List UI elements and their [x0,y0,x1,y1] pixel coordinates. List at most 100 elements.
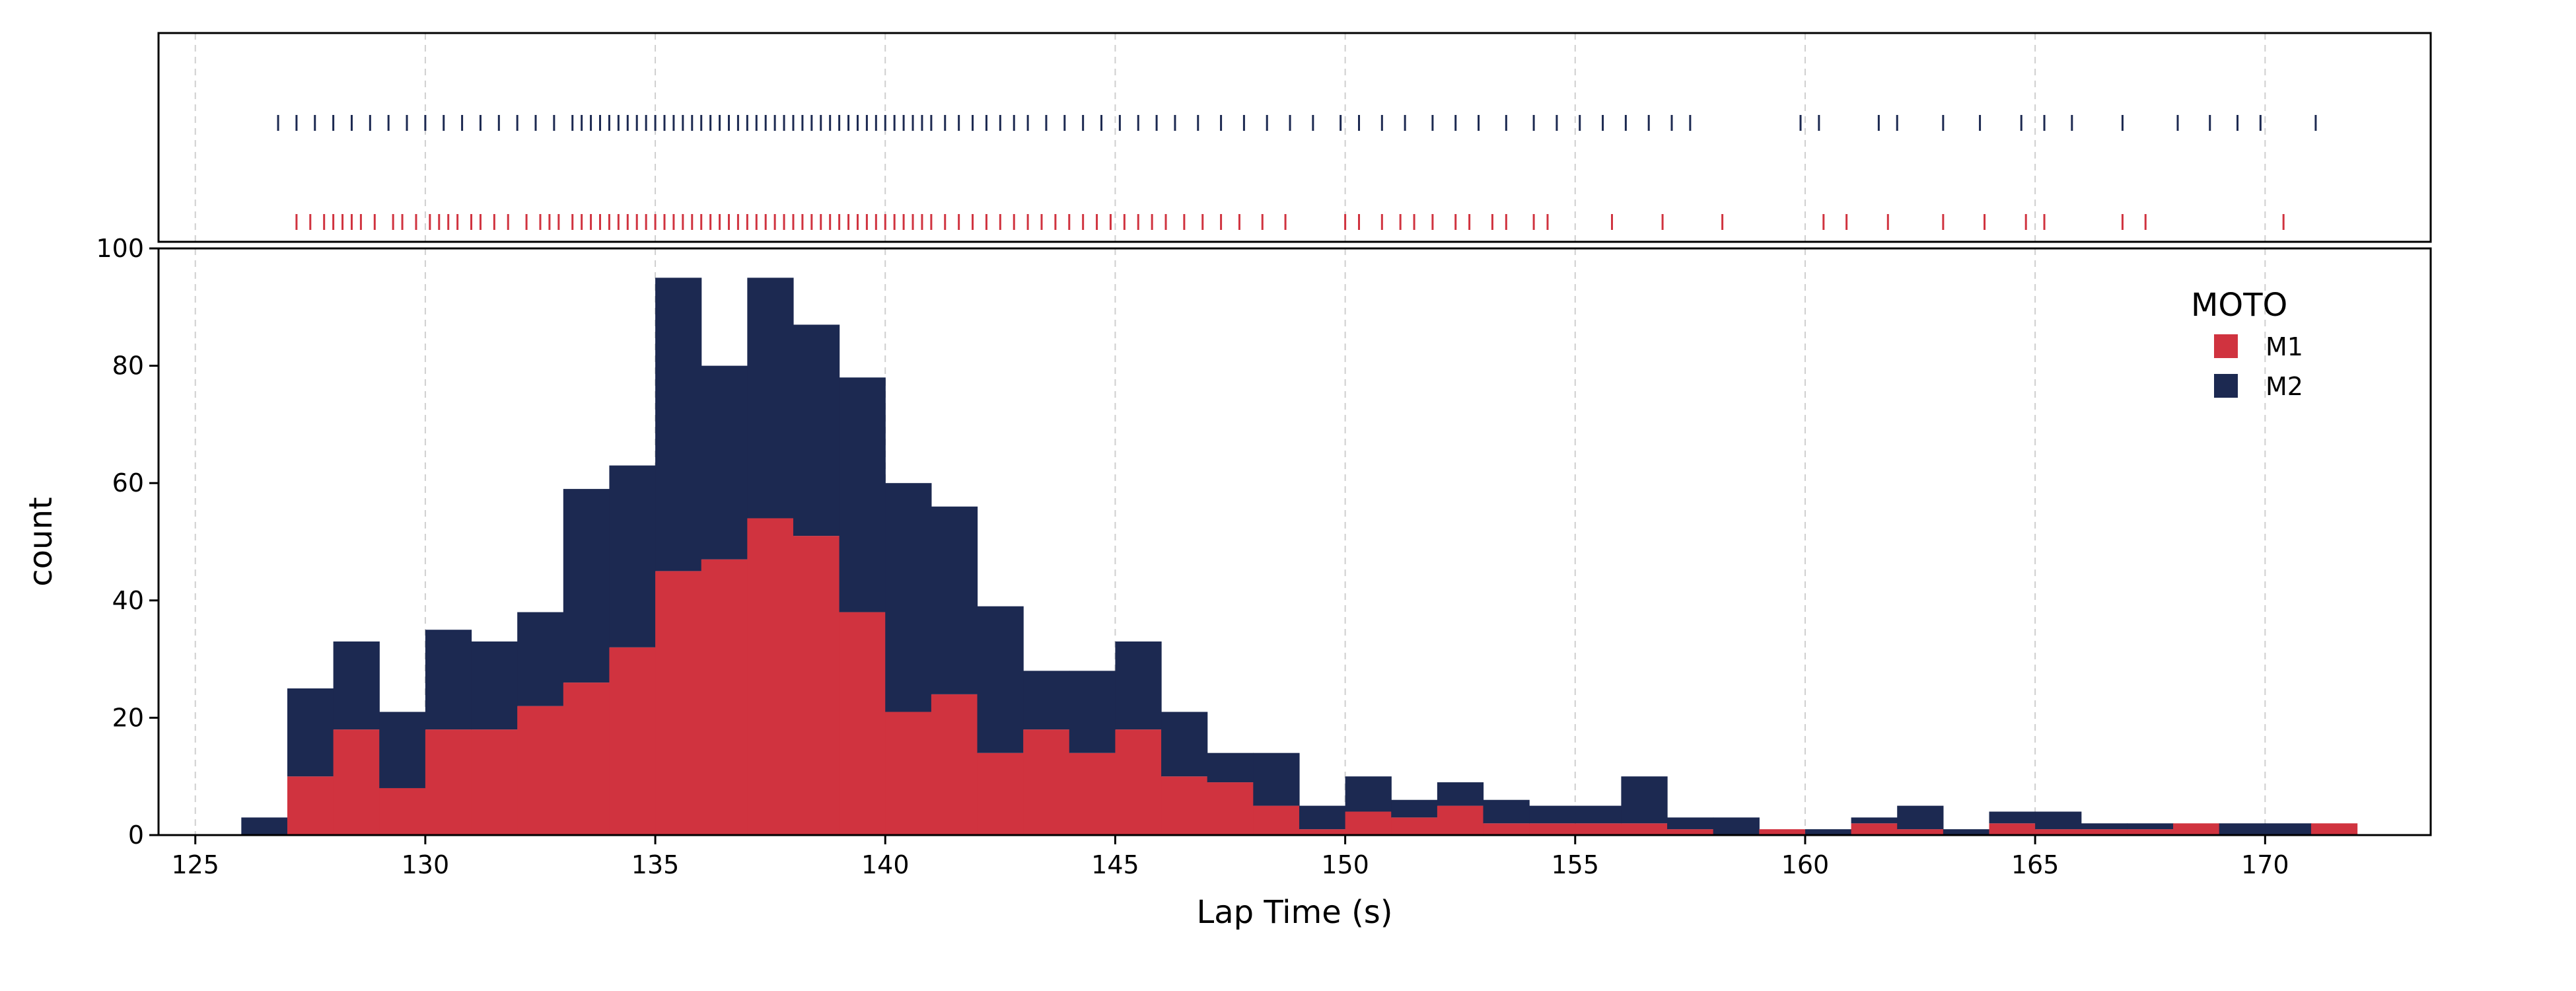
bar-m1-145 [1115,729,1162,835]
bar-m2-147 [1207,752,1254,783]
bar-m1-138 [793,536,840,835]
legend-title: MOTO [2191,287,2287,324]
bar-m2-152 [1437,782,1484,806]
bar-m1-129 [379,788,426,835]
x-tick-label-170: 170 [2241,850,2289,879]
x-tick-label-125: 125 [171,850,219,879]
bar-m2-134 [609,465,656,647]
bar-m1-168 [2173,823,2220,835]
rug-plot [277,115,2317,230]
bar-m1-141 [931,694,978,835]
bar-m2-142 [977,606,1024,753]
bar-m2-163 [1943,829,1990,835]
bar-m1-171 [2310,823,2358,835]
x-tick-label-135: 135 [631,850,680,879]
bar-m1-135 [655,571,702,835]
bar-m1-127 [287,776,334,835]
bar-m2-137 [747,277,794,519]
y-tick-label-0: 0 [128,821,144,850]
bar-m1-159 [1759,829,1806,835]
y-tick-label-80: 80 [112,351,144,381]
bar-m2-158 [1713,817,1760,835]
x-tick-label-150: 150 [1321,850,1369,879]
y-tick-label-60: 60 [112,468,144,497]
bar-m1-146 [1161,776,1208,835]
bar-m1-137 [747,518,794,835]
bar-m1-167 [2127,829,2174,835]
bar-m2-150 [1345,776,1392,812]
bar-m1-142 [977,752,1024,835]
bar-m2-162 [1897,805,1944,830]
bar-m1-140 [885,712,932,835]
bar-m1-144 [1069,752,1116,835]
bar-m2-151 [1391,799,1438,818]
bar-m2-170 [2265,823,2312,835]
bar-m1-148 [1253,805,1300,835]
bar-m2-161 [1851,817,1898,824]
bar-m1-151 [1391,817,1438,835]
y-axis-ticks: 0 20 40 60 80 100 [96,234,159,850]
bar-m2-154 [1529,805,1576,824]
bar-m2-167 [2127,823,2174,830]
legend: MOTO M1 M2 [2191,287,2303,401]
bar-m2-141 [931,506,978,694]
bar-m2-139 [839,377,886,612]
bar-m2-146 [1161,712,1208,777]
bar-m1-136 [701,559,748,835]
bar-m1-164 [1989,823,2036,835]
bar-m2-160 [1805,829,1852,835]
bar-m2-132 [517,612,564,706]
bar-m1-128 [333,729,380,835]
y-tick-label-100: 100 [96,234,144,263]
bar-m2-149 [1299,805,1346,830]
x-axis-ticks: 125 130 135 140 145 150 155 160 165 170 [171,835,2289,879]
bar-m1-133 [563,682,610,835]
bar-m1-161 [1851,823,1898,835]
bar-m2-144 [1069,671,1116,753]
bar-m1-139 [839,612,886,835]
bar-m2-143 [1023,671,1070,730]
y-axis-title: count [22,497,59,586]
bar-m1-154 [1529,823,1576,835]
bar-m2-164 [1989,811,2036,824]
bar-m1-156 [1621,823,1668,835]
bar-m2-165 [2035,811,2082,830]
bar-m2-145 [1115,641,1162,730]
histogram-panel-frame [157,247,2432,836]
bar-m2-129 [379,712,426,788]
bar-m2-127 [287,688,334,777]
bar-m1-131 [471,729,518,835]
bar-m2-133 [563,489,610,683]
bar-m1-157 [1667,829,1714,835]
bar-m1-165 [2035,829,2082,835]
x-tick-label-140: 140 [861,850,910,879]
bar-m2-153 [1483,799,1530,824]
bar-m1-147 [1207,782,1254,835]
rug-panel-frame [157,32,2432,243]
bar-m1-149 [1299,829,1346,835]
bar-m1-134 [609,647,656,835]
y-tick-label-20: 20 [112,703,144,732]
bar-m1-152 [1437,805,1484,835]
x-tick-label-160: 160 [1781,850,1830,879]
bar-m2-156 [1621,776,1668,824]
bar-m2-169 [2219,823,2266,835]
bar-m2-140 [885,483,932,712]
bar-m1-153 [1483,823,1530,835]
bar-m2-157 [1667,817,1714,830]
bar-m1-166 [2081,829,2128,835]
bar-m2-148 [1253,752,1300,806]
histogram-bars [241,277,2358,835]
legend-label-m2: M2 [2266,372,2303,401]
bar-m2-166 [2081,823,2128,830]
y-tick-label-40: 40 [112,586,144,615]
bar-m2-126 [241,817,288,835]
x-tick-label-130: 130 [402,850,450,879]
bar-m1-143 [1023,729,1070,835]
x-tick-label-145: 145 [1091,850,1139,879]
x-tick-label-155: 155 [1552,850,1600,879]
legend-label-m1: M1 [2266,332,2303,361]
x-axis-title: Lap Time (s) [1196,894,1392,931]
bar-m1-155 [1575,823,1622,835]
bar-m1-130 [425,729,472,835]
